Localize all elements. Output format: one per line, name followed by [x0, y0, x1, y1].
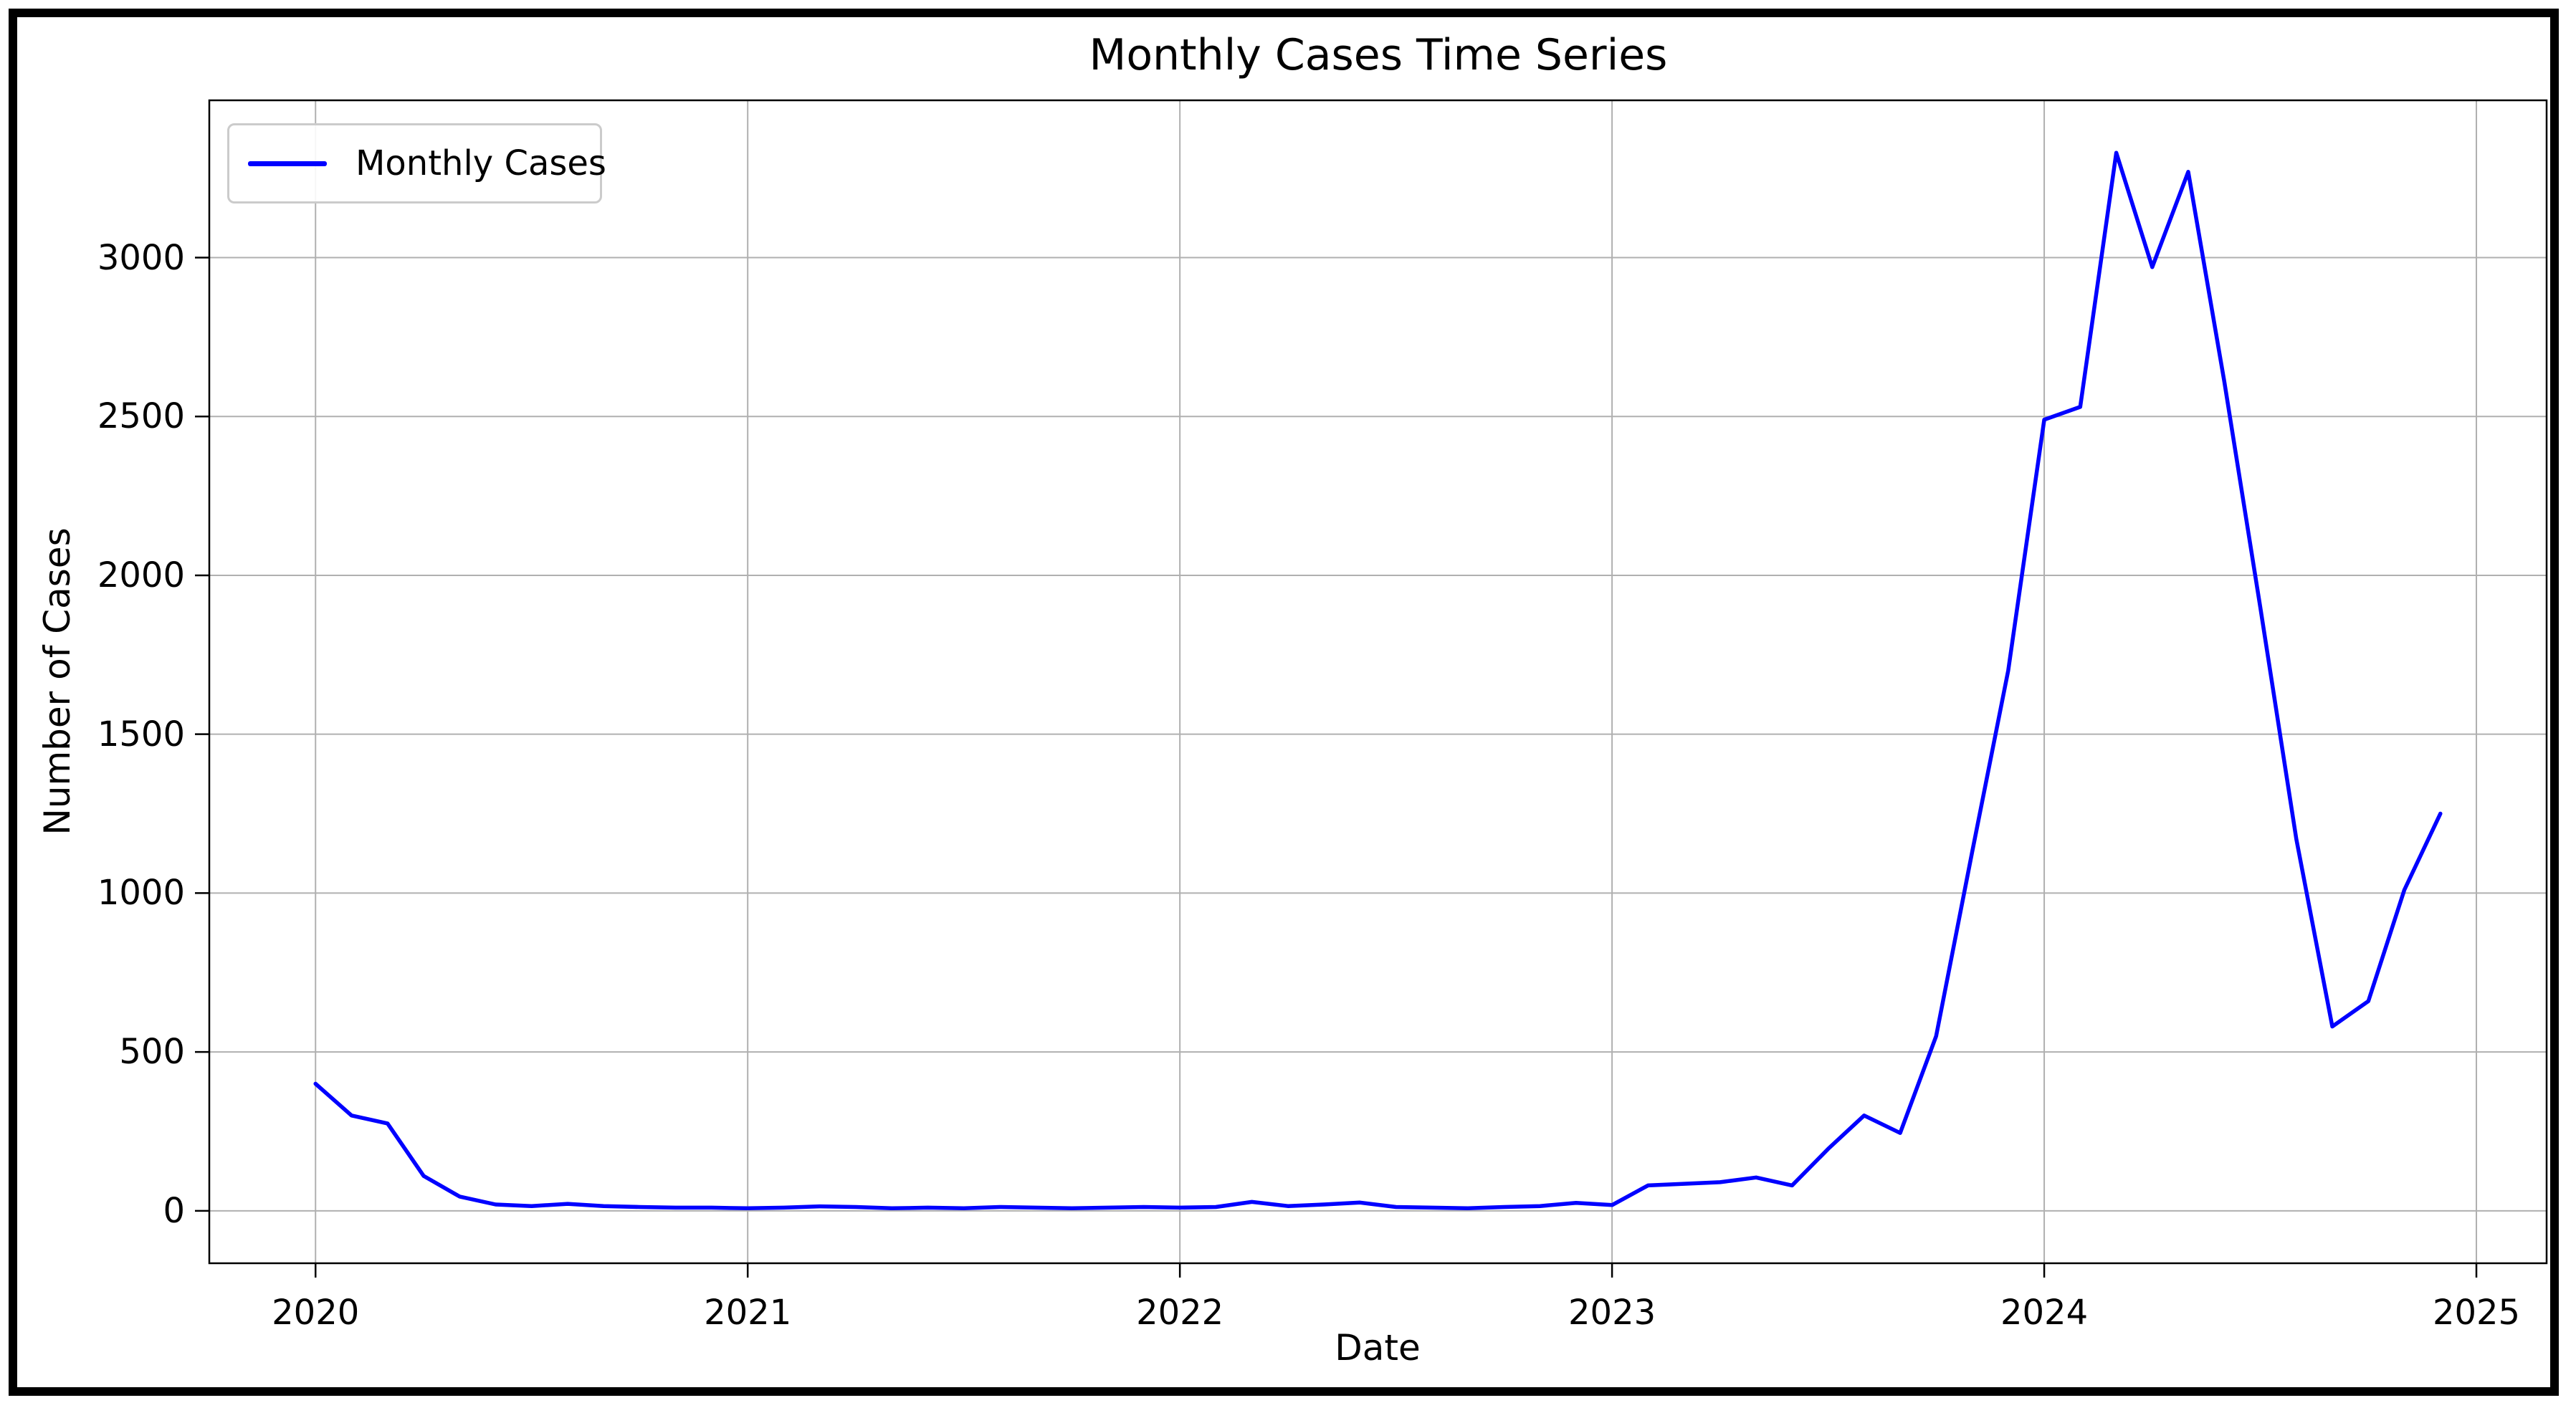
x-tick-label: 2025 — [2432, 1293, 2521, 1333]
legend-label: Monthly Cases — [356, 143, 606, 183]
legend-line-icon — [248, 161, 327, 166]
y-axis-label: Number of Cases — [37, 527, 78, 835]
y-tick-label: 2000 — [97, 555, 185, 595]
x-axis-label: Date — [1335, 1327, 1421, 1369]
plot-area — [195, 99, 2548, 1278]
y-tick-label: 1500 — [97, 714, 185, 755]
y-tick-label: 2500 — [97, 396, 185, 437]
plot-background — [209, 100, 2547, 1263]
x-tick-label: 2021 — [704, 1293, 792, 1333]
tick-marks — [195, 257, 2478, 1278]
x-tick-label: 2024 — [2000, 1293, 2089, 1333]
axes-spines — [208, 99, 2548, 1265]
chart-title: Monthly Cases Time Series — [1089, 30, 1668, 80]
x-tick-label: 2020 — [272, 1293, 360, 1333]
monthly-cases-line — [313, 150, 2443, 1211]
y-tick-label: 500 — [119, 1032, 185, 1073]
y-tick-label: 1000 — [97, 873, 185, 914]
x-tick-label: 2022 — [1136, 1293, 1224, 1333]
x-tick-label: 2023 — [1568, 1293, 1656, 1333]
legend: Monthly Cases — [227, 123, 606, 203]
y-tick-label: 0 — [163, 1190, 185, 1231]
gridlines — [209, 100, 2547, 1263]
y-tick-label: 3000 — [97, 237, 185, 278]
